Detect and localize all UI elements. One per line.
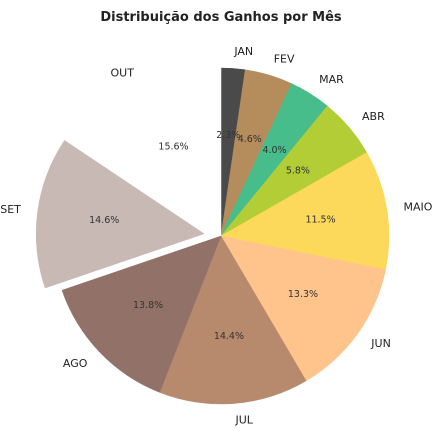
percent-label-set: 14.6% [89,215,119,226]
chart-title: Distribuição dos Ganhos por Mês [100,10,342,25]
pie-slices [35,67,390,405]
pie-slice-ago [61,235,222,393]
category-label-jul: JUL [235,414,254,427]
category-label-out: OUT [110,66,134,79]
percent-label-jan: 2.3% [216,130,240,141]
category-label-set: SET [0,203,21,216]
category-label-fev: FEV [274,52,295,65]
category-label-mar: MAR [319,73,344,86]
pie-slice-jun [220,235,386,382]
category-label-jun: JUN [370,337,391,350]
percent-label-fev: 4.6% [238,134,262,145]
category-label-ago: AGO [63,357,88,370]
percent-label-jun: 13.3% [288,289,318,300]
percent-label-out: 15.6% [158,142,188,153]
pie-slice-set [35,140,205,289]
pie-slice-maio [220,152,390,271]
percent-label-mar: 4.0% [262,145,286,156]
percent-label-ago: 13.8% [133,300,163,311]
category-label-jan: JAN [233,45,253,58]
category-label-abr: ABR [362,110,385,123]
percent-label-jul: 14.4% [214,331,244,342]
category-label-maio: MAIO [403,200,432,213]
category-labels: JAN FEV MAR ABR MAIO JUN JUL AGO SET OUT [0,45,432,427]
pie-slice-out [81,67,222,237]
percent-label-maio: 11.5% [305,215,335,226]
percent-labels: 2.3%4.6%4.0%5.8% 11.5% 13.3% 14.4% 13.8% 14.6… [89,130,336,342]
pie-slice-jul [159,235,307,405]
percent-label-abr: 5.8% [286,165,310,176]
